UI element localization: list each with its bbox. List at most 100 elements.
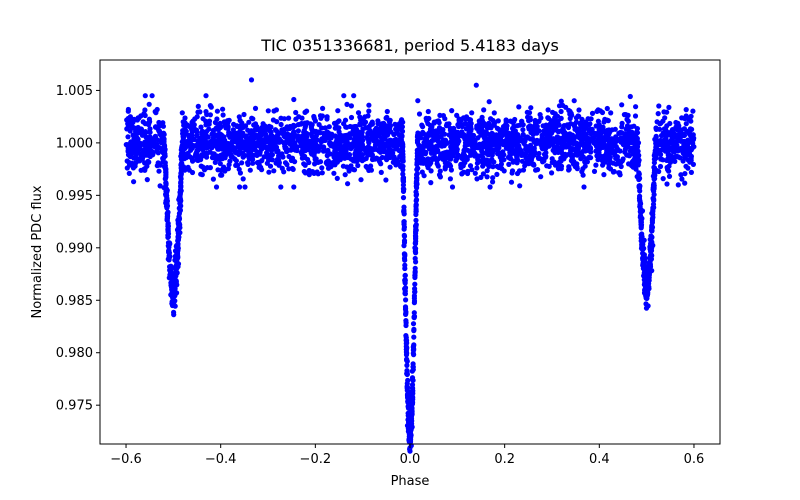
data-point — [352, 140, 358, 146]
data-point — [402, 278, 408, 284]
data-point — [539, 144, 545, 150]
data-point — [284, 161, 290, 168]
data-point — [286, 115, 292, 121]
y-tick-label: 0.985 — [56, 294, 93, 309]
data-point — [414, 185, 420, 191]
data-point — [401, 233, 408, 239]
data-point — [403, 333, 409, 339]
data-point — [641, 262, 647, 269]
data-point — [575, 113, 581, 119]
data-point — [253, 134, 259, 140]
data-point — [279, 165, 285, 171]
data-point — [194, 114, 200, 120]
data-point — [588, 136, 594, 142]
data-point — [323, 160, 329, 166]
data-point — [163, 174, 169, 180]
data-point — [320, 138, 326, 144]
data-point — [342, 155, 348, 161]
data-point — [225, 120, 231, 126]
x-tick-label: −0.6 — [110, 452, 142, 467]
data-point — [474, 125, 480, 131]
data-point — [200, 116, 206, 122]
data-point — [648, 248, 655, 254]
data-point — [669, 147, 675, 153]
data-point — [134, 138, 140, 144]
data-point — [144, 177, 150, 183]
data-point — [529, 126, 535, 132]
data-point — [404, 387, 410, 393]
data-point — [484, 151, 491, 157]
data-point — [278, 184, 284, 190]
data-point — [664, 140, 670, 146]
data-point — [414, 175, 420, 181]
data-point — [657, 163, 664, 170]
data-point — [274, 119, 280, 125]
data-point — [667, 120, 673, 127]
data-point — [637, 198, 643, 204]
data-point — [468, 152, 474, 158]
data-point — [334, 175, 340, 181]
data-point — [384, 108, 390, 115]
data-point — [348, 163, 354, 169]
data-point — [685, 144, 691, 150]
data-point — [278, 115, 284, 121]
data-point — [213, 138, 219, 144]
data-point — [435, 118, 442, 124]
data-point — [447, 125, 453, 131]
data-point — [668, 153, 674, 159]
data-point — [638, 214, 644, 220]
data-point — [620, 156, 626, 162]
data-point — [585, 116, 591, 122]
data-point — [212, 159, 218, 165]
data-point — [568, 152, 574, 158]
data-point — [149, 148, 155, 154]
data-point — [689, 138, 695, 144]
data-point — [572, 140, 578, 146]
data-point — [172, 293, 178, 299]
data-point — [400, 175, 406, 181]
data-point — [408, 404, 415, 410]
data-point — [378, 142, 384, 148]
data-point — [484, 174, 490, 180]
data-point — [460, 133, 466, 140]
data-point — [366, 108, 372, 114]
data-point — [665, 167, 671, 173]
data-point — [401, 224, 407, 230]
data-point — [138, 126, 144, 132]
data-point — [313, 128, 319, 134]
data-point — [455, 122, 461, 128]
data-point — [565, 132, 572, 138]
data-point — [400, 151, 406, 157]
data-point — [659, 147, 665, 153]
data-point — [538, 174, 544, 180]
data-point — [161, 138, 167, 144]
data-point — [226, 162, 232, 168]
data-point — [142, 93, 148, 99]
data-point — [213, 184, 220, 190]
data-point — [418, 157, 425, 163]
data-point — [652, 176, 658, 182]
data-point — [357, 122, 363, 128]
data-points — [123, 77, 697, 454]
data-point — [497, 130, 504, 136]
data-point — [266, 126, 272, 133]
data-point — [616, 170, 622, 176]
data-point — [169, 284, 175, 290]
data-point — [483, 135, 489, 141]
data-point — [526, 144, 533, 150]
data-point — [674, 124, 680, 130]
data-point — [147, 126, 153, 132]
data-point — [624, 152, 631, 158]
data-point — [624, 116, 630, 122]
data-point — [679, 115, 685, 121]
data-point — [165, 240, 172, 246]
data-point — [545, 129, 551, 135]
data-point — [597, 140, 603, 146]
data-point — [378, 161, 384, 167]
data-point — [168, 265, 175, 271]
data-point — [634, 126, 641, 132]
data-point — [536, 138, 542, 144]
data-point — [207, 149, 213, 155]
data-point — [198, 163, 204, 169]
data-point — [350, 131, 356, 137]
